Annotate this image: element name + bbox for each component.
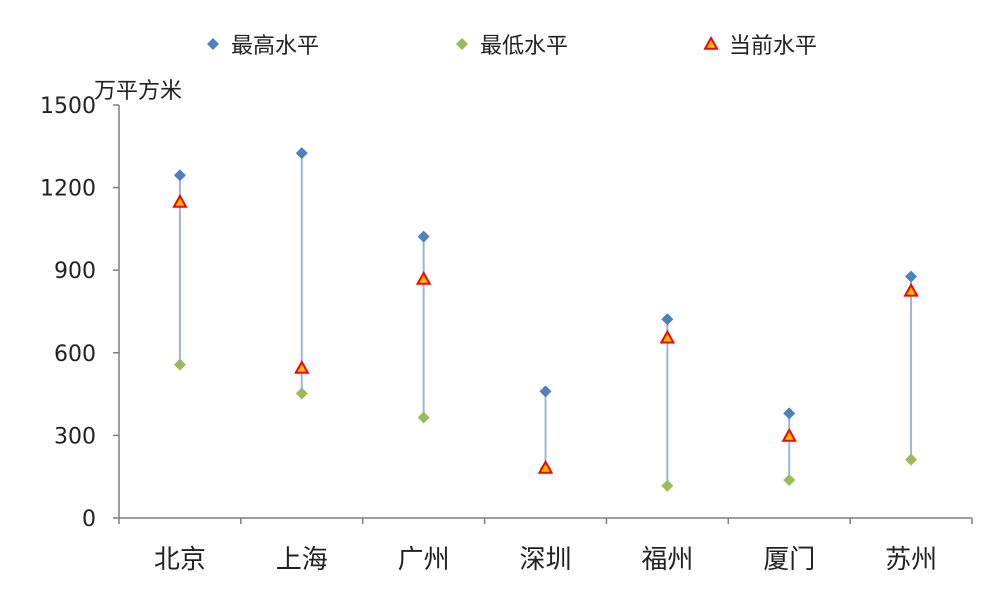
data-point-current <box>172 193 188 208</box>
data-point-max <box>783 407 796 420</box>
x-tick-label: 上海 <box>276 545 328 575</box>
data-point-current <box>659 329 676 344</box>
x-tick-label: 北京 <box>154 545 206 575</box>
range-lines <box>178 153 913 486</box>
data-point-current <box>537 459 554 474</box>
x-tick-label: 苏州 <box>885 545 937 575</box>
data-point-min <box>295 387 308 400</box>
x-tick-label: 深圳 <box>519 545 571 575</box>
legend-marker <box>456 38 468 50</box>
data-point-max <box>173 169 186 182</box>
data-point-max <box>295 147 308 160</box>
data-point-current <box>415 270 432 285</box>
data-point-current <box>781 427 797 442</box>
legend-label: 最低水平 <box>480 34 568 59</box>
data-point-min <box>173 358 186 371</box>
legend: 最高水平 最低水平 当前水平 <box>207 34 817 59</box>
data-point-current <box>903 282 919 297</box>
data-point-max <box>661 313 674 326</box>
y-tick-label: 1500 <box>40 94 96 119</box>
x-tick-label: 厦门 <box>763 545 815 575</box>
legend-marker <box>703 35 719 50</box>
y-axis-ticks: 0 300 600 900 1200 1500 <box>40 94 119 532</box>
x-axis-labels: 北京 上海 广州 深圳 福州 厦门 苏州 <box>118 518 973 575</box>
x-tick-label: 广州 <box>398 545 450 575</box>
data-marks <box>172 147 919 492</box>
y-tick-label: 900 <box>54 259 96 284</box>
data-point-min <box>905 453 918 466</box>
data-point-min <box>661 479 674 492</box>
x-tick-label: 福州 <box>641 545 693 575</box>
data-point-current <box>294 359 310 374</box>
y-tick-label: 0 <box>82 507 96 532</box>
legend-marker <box>207 38 219 50</box>
data-point-max <box>539 385 552 398</box>
y-axis-unit-label: 万平方米 <box>94 79 182 104</box>
data-point-min <box>417 411 430 424</box>
y-tick-label: 300 <box>54 424 96 449</box>
y-tick-label: 1200 <box>40 177 96 202</box>
data-point-max <box>417 230 430 243</box>
legend-label: 当前水平 <box>729 34 817 59</box>
data-point-min <box>783 474 796 487</box>
y-tick-label: 600 <box>54 342 96 367</box>
legend-label: 最高水平 <box>231 34 319 59</box>
data-point-max <box>905 270 918 283</box>
